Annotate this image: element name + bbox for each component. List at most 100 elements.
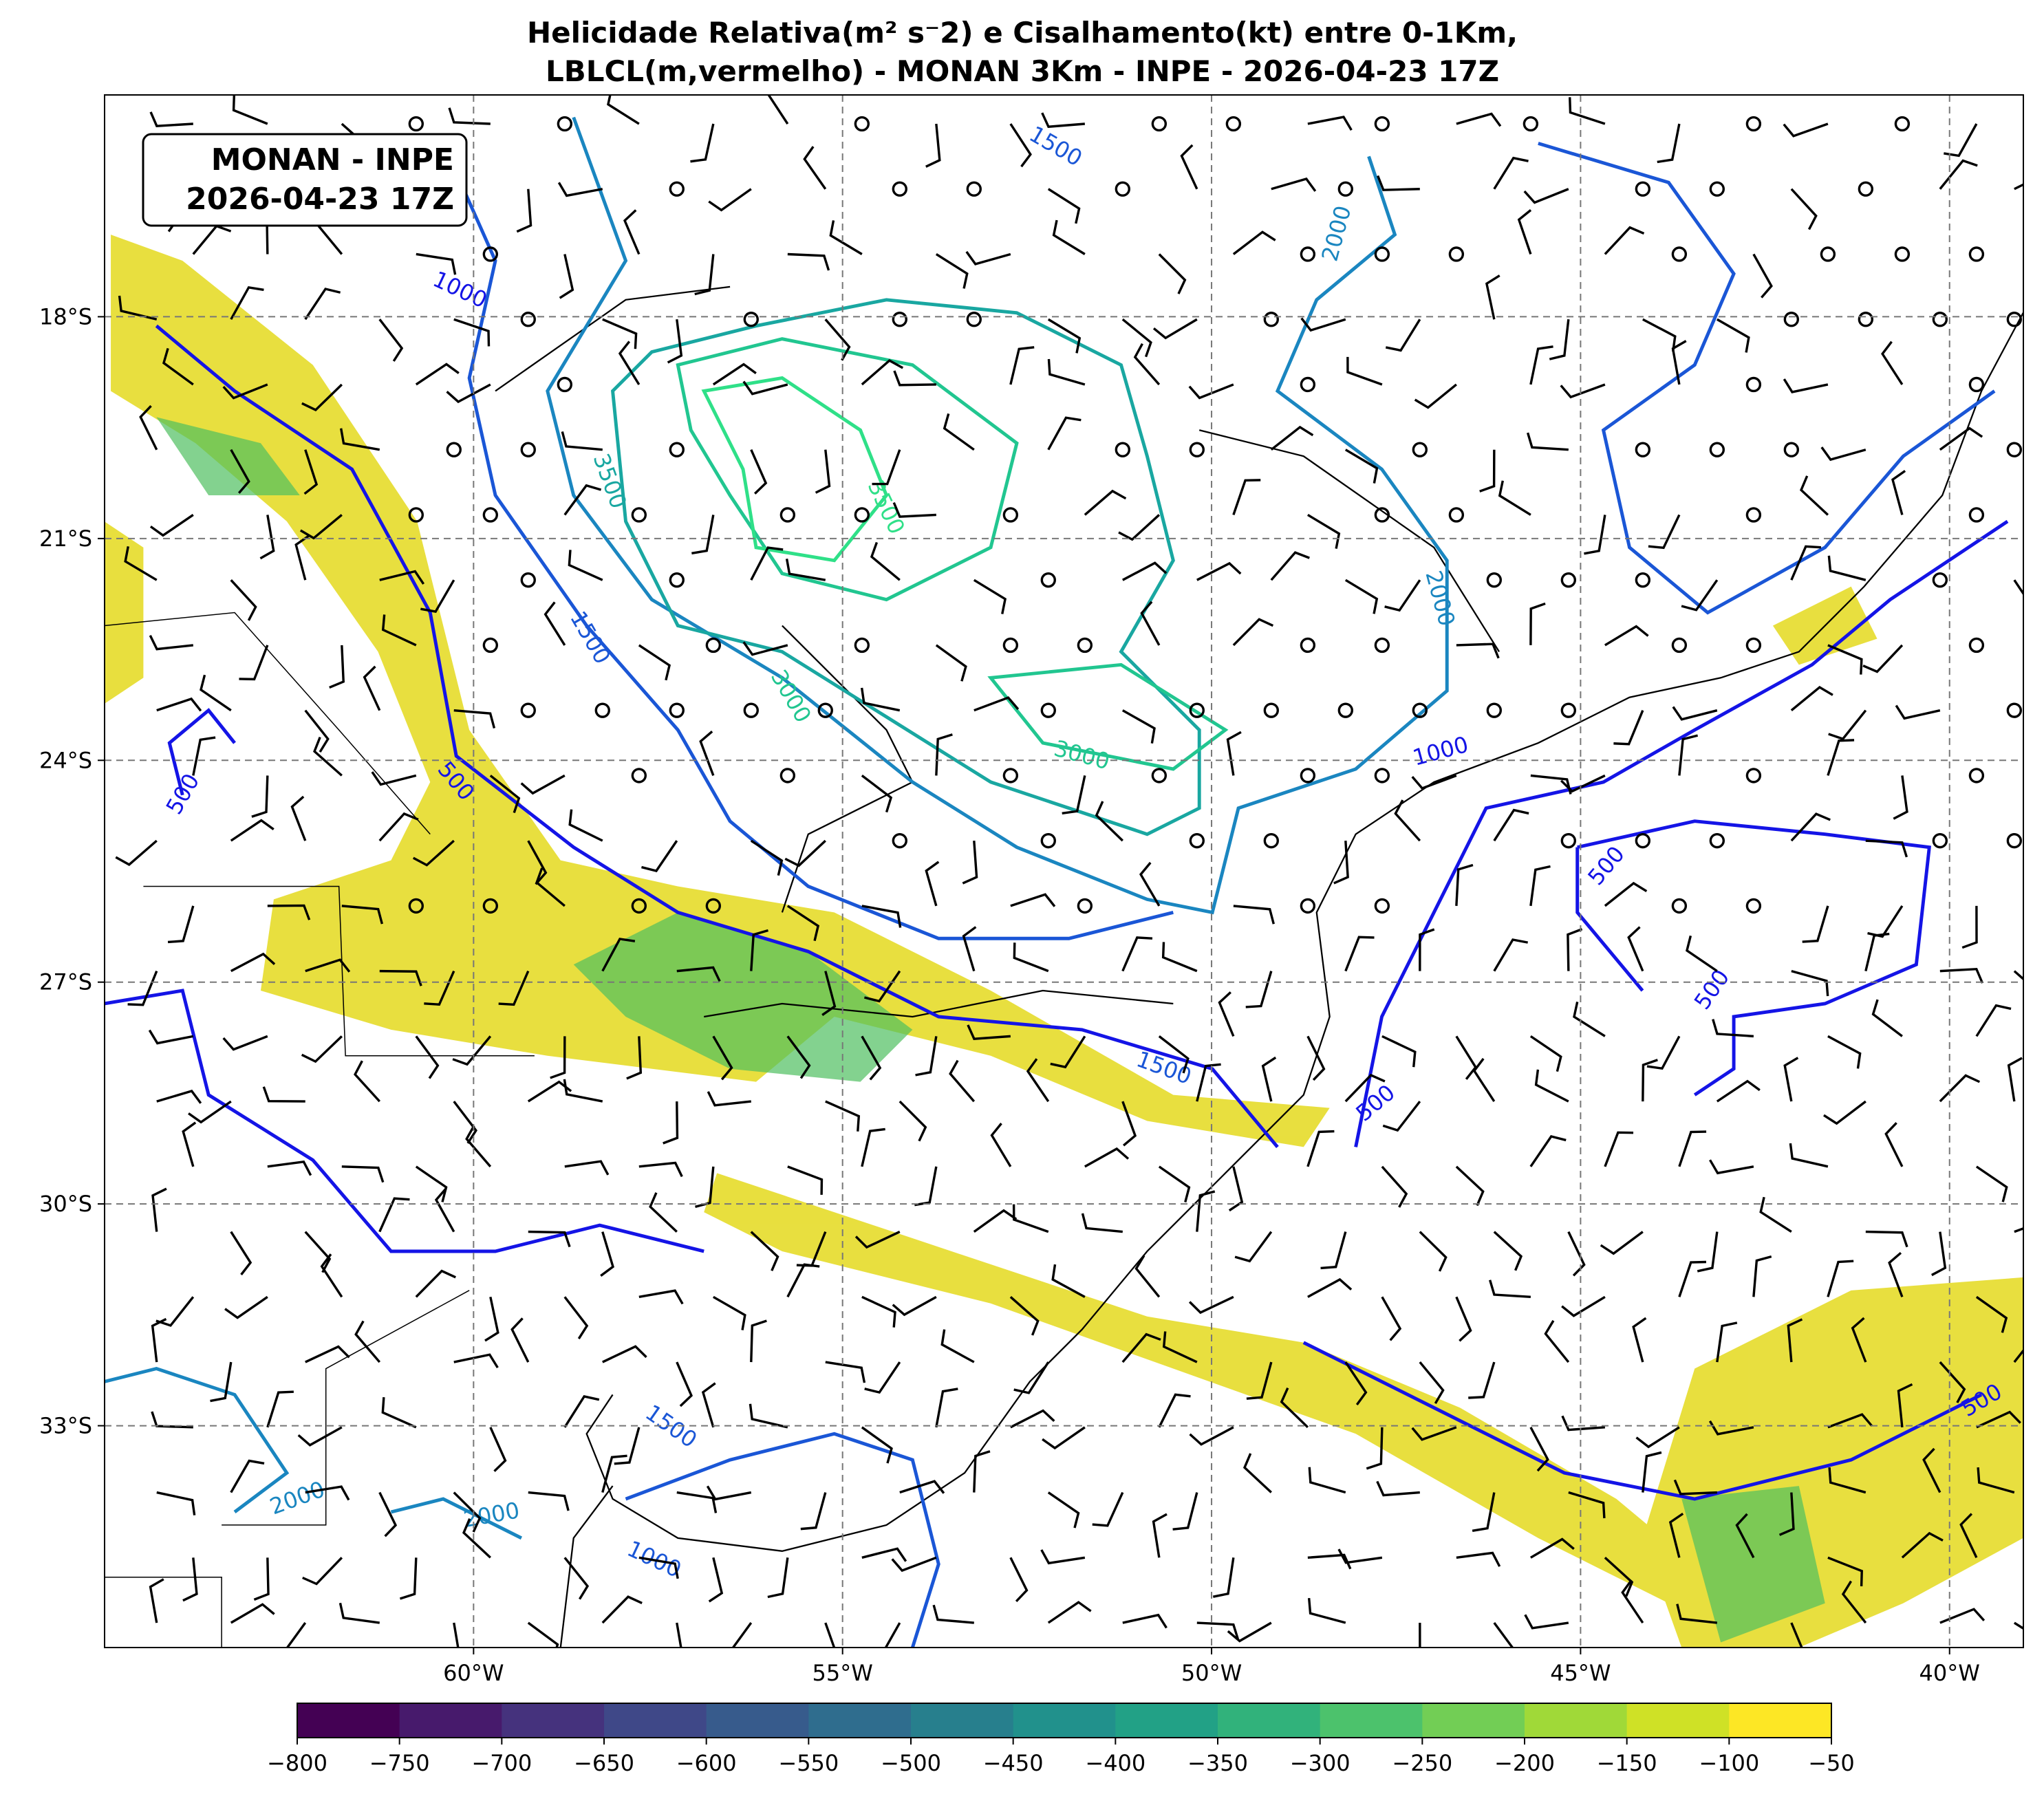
wind-barb	[564, 1160, 610, 1176]
wind-barb	[1613, 710, 1644, 746]
wind-barb	[1530, 1537, 1575, 1559]
wind-barb	[297, 1426, 343, 1447]
wind-barb	[200, 674, 232, 712]
wind-barb	[967, 1024, 1011, 1040]
wind-barb	[641, 840, 678, 872]
wind-barb	[1827, 1035, 1862, 1069]
wind-barb	[1306, 1130, 1335, 1167]
wind-barb	[676, 966, 721, 982]
calm-marker	[1374, 507, 1390, 523]
wind-barb	[222, 1035, 268, 1051]
wind-barb	[614, 1427, 641, 1465]
wind-barb	[2007, 1057, 2023, 1102]
wind-barb	[787, 1165, 824, 1195]
wind-barb	[301, 1035, 343, 1064]
calm-marker	[1635, 572, 1651, 588]
wind-barb	[1228, 1166, 1244, 1212]
wind-barb	[787, 252, 830, 271]
wind-barb	[1790, 1622, 1803, 1648]
wind-barb	[1062, 775, 1086, 814]
wind-barb	[750, 1319, 767, 1363]
wind-barb	[1084, 1147, 1130, 1168]
wind-barb	[381, 1397, 417, 1429]
wind-barb	[1646, 1035, 1681, 1070]
wind-barb	[1526, 432, 1569, 451]
colorbar: −800 −750 −700 −650 −600 −550 −500 −450 −400 −350…	[267, 1703, 1855, 1776]
calm-marker	[1709, 442, 1725, 457]
wind-barb	[973, 696, 1020, 712]
calm-marker	[966, 312, 982, 327]
wind-barb	[148, 1029, 194, 1045]
wind-barb	[699, 731, 715, 777]
wind-barb	[707, 1091, 751, 1107]
wind-barb	[1759, 1196, 1792, 1233]
wind-barb	[800, 1492, 827, 1531]
wind-barb	[1306, 513, 1341, 549]
lat-tick-label: 30°S	[39, 1191, 92, 1217]
calm-marker	[408, 898, 424, 914]
wind-barb	[1627, 926, 1644, 972]
wind-barb	[1820, 446, 1867, 462]
wind-barb	[489, 1427, 507, 1472]
calm-marker	[482, 246, 499, 262]
wind-barb	[510, 1317, 530, 1363]
wind-barb	[1121, 709, 1156, 744]
wind-barb	[1567, 928, 1583, 971]
wind-barb	[415, 1269, 456, 1298]
wind-barb	[1642, 318, 1677, 352]
wind-barb	[694, 254, 715, 296]
calm-marker	[1300, 768, 1316, 784]
wind-barb	[1227, 1621, 1272, 1643]
wind-barb	[1735, 1513, 1755, 1559]
wind-barb	[892, 501, 936, 518]
wind-barb	[2013, 579, 2023, 596]
calm-marker	[1486, 572, 1502, 588]
calm-marker	[1709, 181, 1725, 197]
colorbar-segment	[1422, 1703, 1525, 1738]
calm-marker	[1337, 181, 1353, 197]
wind-barb	[712, 1035, 733, 1081]
wind-barb	[1939, 159, 1978, 190]
wind-barb	[1009, 346, 1035, 385]
wind-barb	[1789, 1143, 1829, 1168]
wind-barb	[453, 1491, 482, 1533]
helicity-fill-strong	[156, 417, 1825, 1643]
calm-marker	[1077, 898, 1093, 914]
wind-barb	[1158, 1165, 1191, 1202]
wind-barb	[1871, 999, 1903, 1037]
wind-barb	[1052, 219, 1086, 255]
wind-barb	[893, 370, 936, 387]
wind-barb	[151, 1411, 193, 1429]
calm-marker	[1635, 442, 1651, 457]
wind-barb	[899, 1100, 927, 1142]
wind-barb	[1787, 1318, 1803, 1363]
wind-barb	[1122, 1613, 1168, 1629]
colorbar-segment	[399, 1703, 502, 1738]
wind-barb	[861, 1295, 896, 1328]
wind-barb	[230, 449, 250, 494]
colorbar-tick-label: −600	[676, 1750, 737, 1776]
wind-barb	[1944, 123, 1978, 158]
lon-tick-label: 55°W	[813, 1660, 873, 1686]
wind-barb	[544, 601, 566, 646]
wind-barb	[465, 1125, 492, 1167]
wind-barb	[623, 209, 641, 255]
wind-barb	[1604, 1557, 1634, 1597]
wind-barb	[1783, 378, 1829, 393]
wind-barb	[162, 347, 194, 386]
calm-marker	[631, 898, 647, 914]
wind-barb	[1140, 601, 1161, 646]
wind-barb	[167, 905, 195, 944]
wind-barb	[1232, 230, 1276, 255]
wind-barb	[1604, 881, 1648, 907]
colorbar-tick-label: −300	[1290, 1750, 1351, 1776]
wind-barb	[1975, 1004, 2012, 1037]
wind-barb	[1632, 1317, 1647, 1363]
wind-barb	[1686, 935, 1718, 973]
colorbar-segment	[911, 1703, 1014, 1738]
calm-marker	[1671, 637, 1688, 654]
title-line: LBLCL(m,vermelho) - MONAN 3Km - INPE - 2…	[546, 54, 1499, 88]
wind-barb	[1419, 1231, 1448, 1272]
wind-barb	[1047, 358, 1086, 386]
